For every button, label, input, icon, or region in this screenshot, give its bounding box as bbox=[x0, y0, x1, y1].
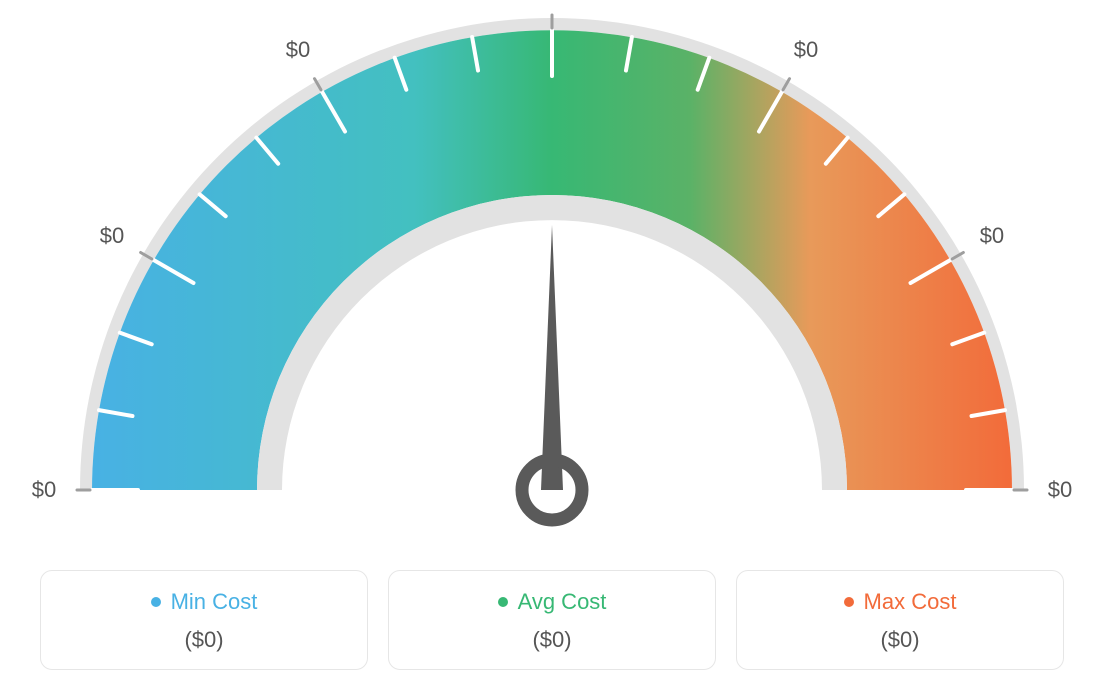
legend-dot-min bbox=[151, 597, 161, 607]
scale-label: $0 bbox=[286, 37, 310, 63]
legend-dot-max bbox=[844, 597, 854, 607]
legend-row: Min Cost ($0) Avg Cost ($0) Max Cost ($0… bbox=[40, 570, 1064, 670]
scale-label: $0 bbox=[100, 223, 124, 249]
scale-label: $0 bbox=[1048, 477, 1072, 503]
legend-card-avg: Avg Cost ($0) bbox=[388, 570, 716, 670]
legend-label-min: Min Cost bbox=[171, 589, 258, 615]
legend-title-max: Max Cost bbox=[844, 589, 957, 615]
legend-value-avg: ($0) bbox=[409, 627, 695, 653]
legend-value-max: ($0) bbox=[757, 627, 1043, 653]
gauge-svg bbox=[0, 0, 1104, 550]
legend-title-min: Min Cost bbox=[151, 589, 258, 615]
legend-dot-avg bbox=[498, 597, 508, 607]
scale-label: $0 bbox=[794, 37, 818, 63]
legend-title-avg: Avg Cost bbox=[498, 589, 607, 615]
legend-card-min: Min Cost ($0) bbox=[40, 570, 368, 670]
legend-label-avg: Avg Cost bbox=[518, 589, 607, 615]
scale-label: $0 bbox=[980, 223, 1004, 249]
scale-label: $0 bbox=[32, 477, 56, 503]
legend-card-max: Max Cost ($0) bbox=[736, 570, 1064, 670]
legend-value-min: ($0) bbox=[61, 627, 347, 653]
legend-label-max: Max Cost bbox=[864, 589, 957, 615]
gauge-chart: $0$0$0$0$0$0$0 bbox=[0, 0, 1104, 550]
